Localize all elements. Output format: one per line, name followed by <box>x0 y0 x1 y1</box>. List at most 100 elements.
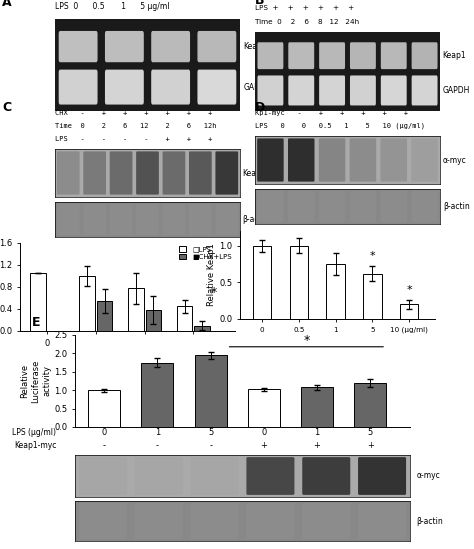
Text: +: + <box>313 441 320 450</box>
Bar <box>400 304 419 319</box>
Bar <box>301 387 333 427</box>
FancyBboxPatch shape <box>350 191 376 222</box>
FancyBboxPatch shape <box>288 75 314 105</box>
Text: *: * <box>370 251 375 261</box>
FancyBboxPatch shape <box>189 152 212 194</box>
Bar <box>363 273 382 319</box>
Text: β-actin: β-actin <box>243 215 269 224</box>
Text: α-myc: α-myc <box>417 472 440 480</box>
FancyBboxPatch shape <box>288 42 314 69</box>
Bar <box>79 276 95 331</box>
FancyBboxPatch shape <box>191 503 238 539</box>
FancyBboxPatch shape <box>257 42 283 69</box>
FancyBboxPatch shape <box>59 70 98 104</box>
Text: Keap1: Keap1 <box>244 42 267 51</box>
FancyBboxPatch shape <box>411 191 438 222</box>
Text: -: - <box>156 441 159 450</box>
Text: β-actin: β-actin <box>443 202 470 211</box>
Text: 5: 5 <box>367 428 373 437</box>
FancyBboxPatch shape <box>381 191 407 222</box>
FancyBboxPatch shape <box>381 42 407 69</box>
FancyBboxPatch shape <box>105 70 144 104</box>
Bar <box>195 355 227 427</box>
Text: D: D <box>255 101 265 114</box>
FancyBboxPatch shape <box>79 457 127 495</box>
Text: *: * <box>211 286 217 299</box>
FancyBboxPatch shape <box>302 503 350 539</box>
Bar <box>354 383 386 427</box>
Bar <box>30 273 46 331</box>
FancyBboxPatch shape <box>59 31 98 62</box>
FancyBboxPatch shape <box>350 75 376 105</box>
Text: 1: 1 <box>314 428 319 437</box>
Bar <box>253 245 271 319</box>
Text: +: + <box>260 441 267 450</box>
Text: Time  0    2    6   12    2    6   12h: Time 0 2 6 12 2 6 12h <box>55 123 217 129</box>
FancyBboxPatch shape <box>302 457 350 495</box>
FancyBboxPatch shape <box>411 138 438 182</box>
FancyBboxPatch shape <box>135 457 183 495</box>
Text: Kp1-myc   -    +    +    +    +    +: Kp1-myc - + + + + + <box>255 110 408 116</box>
Text: LPS  +    +    +    +    +    +: LPS + + + + + + <box>255 5 354 11</box>
FancyBboxPatch shape <box>246 503 294 539</box>
FancyBboxPatch shape <box>350 138 376 182</box>
Text: Keap1: Keap1 <box>442 51 466 60</box>
FancyBboxPatch shape <box>215 204 238 236</box>
Bar <box>97 301 112 331</box>
Text: E: E <box>32 316 40 329</box>
FancyBboxPatch shape <box>79 503 127 539</box>
FancyBboxPatch shape <box>135 503 183 539</box>
Text: 0: 0 <box>101 428 107 437</box>
Text: LPS (μg/ml): LPS (μg/ml) <box>12 428 56 437</box>
FancyBboxPatch shape <box>358 503 406 539</box>
Bar <box>141 362 173 427</box>
Text: CHX   -    +    +    +    +    +    +: CHX - + + + + + + <box>55 110 212 116</box>
FancyBboxPatch shape <box>257 191 283 222</box>
Bar <box>327 264 345 319</box>
Legend: □LPS, ■CHX+LPS: □LPS, ■CHX+LPS <box>179 247 231 260</box>
FancyBboxPatch shape <box>198 70 237 104</box>
Text: A: A <box>2 0 12 9</box>
Text: Time  0    2    6    8   12   24h: Time 0 2 6 8 12 24h <box>255 19 359 25</box>
Text: GAPDH: GAPDH <box>244 82 271 92</box>
FancyBboxPatch shape <box>319 138 346 182</box>
FancyBboxPatch shape <box>191 457 238 495</box>
FancyBboxPatch shape <box>350 42 376 69</box>
Text: Keap1: Keap1 <box>243 169 266 177</box>
Text: LPS  0      0.5       1      5 μg/ml: LPS 0 0.5 1 5 μg/ml <box>55 2 170 11</box>
FancyBboxPatch shape <box>257 75 283 105</box>
FancyBboxPatch shape <box>319 75 345 105</box>
Bar <box>177 306 192 331</box>
FancyBboxPatch shape <box>198 31 237 62</box>
FancyBboxPatch shape <box>136 204 159 236</box>
Bar <box>194 326 210 331</box>
Text: -: - <box>103 441 106 450</box>
Text: +: + <box>367 441 374 450</box>
FancyBboxPatch shape <box>57 152 80 194</box>
FancyBboxPatch shape <box>163 204 185 236</box>
Y-axis label: Relative
Luciferase
activity: Relative Luciferase activity <box>20 359 52 402</box>
Bar <box>290 245 308 319</box>
Text: GAPDH: GAPDH <box>442 86 470 95</box>
FancyBboxPatch shape <box>83 204 106 236</box>
FancyBboxPatch shape <box>151 31 190 62</box>
Text: 0: 0 <box>261 428 266 437</box>
Text: 5: 5 <box>208 428 213 437</box>
FancyBboxPatch shape <box>151 70 190 104</box>
FancyBboxPatch shape <box>136 152 159 194</box>
Text: C: C <box>2 101 11 114</box>
Text: 1: 1 <box>155 428 160 437</box>
FancyBboxPatch shape <box>163 152 185 194</box>
Text: LPS 0: LPS 0 <box>238 343 259 351</box>
Y-axis label: Relative Keap1: Relative Keap1 <box>208 244 217 306</box>
Bar <box>88 390 120 427</box>
FancyBboxPatch shape <box>189 204 212 236</box>
FancyBboxPatch shape <box>83 152 106 194</box>
FancyBboxPatch shape <box>246 457 294 495</box>
Bar <box>128 288 144 331</box>
FancyBboxPatch shape <box>109 204 132 236</box>
Text: LPS   0    0   0.5   1    5   10 (μg/ml): LPS 0 0 0.5 1 5 10 (μg/ml) <box>255 122 425 129</box>
Text: Keap1-myc: Keap1-myc <box>14 441 56 450</box>
FancyBboxPatch shape <box>288 191 315 222</box>
FancyBboxPatch shape <box>109 152 132 194</box>
